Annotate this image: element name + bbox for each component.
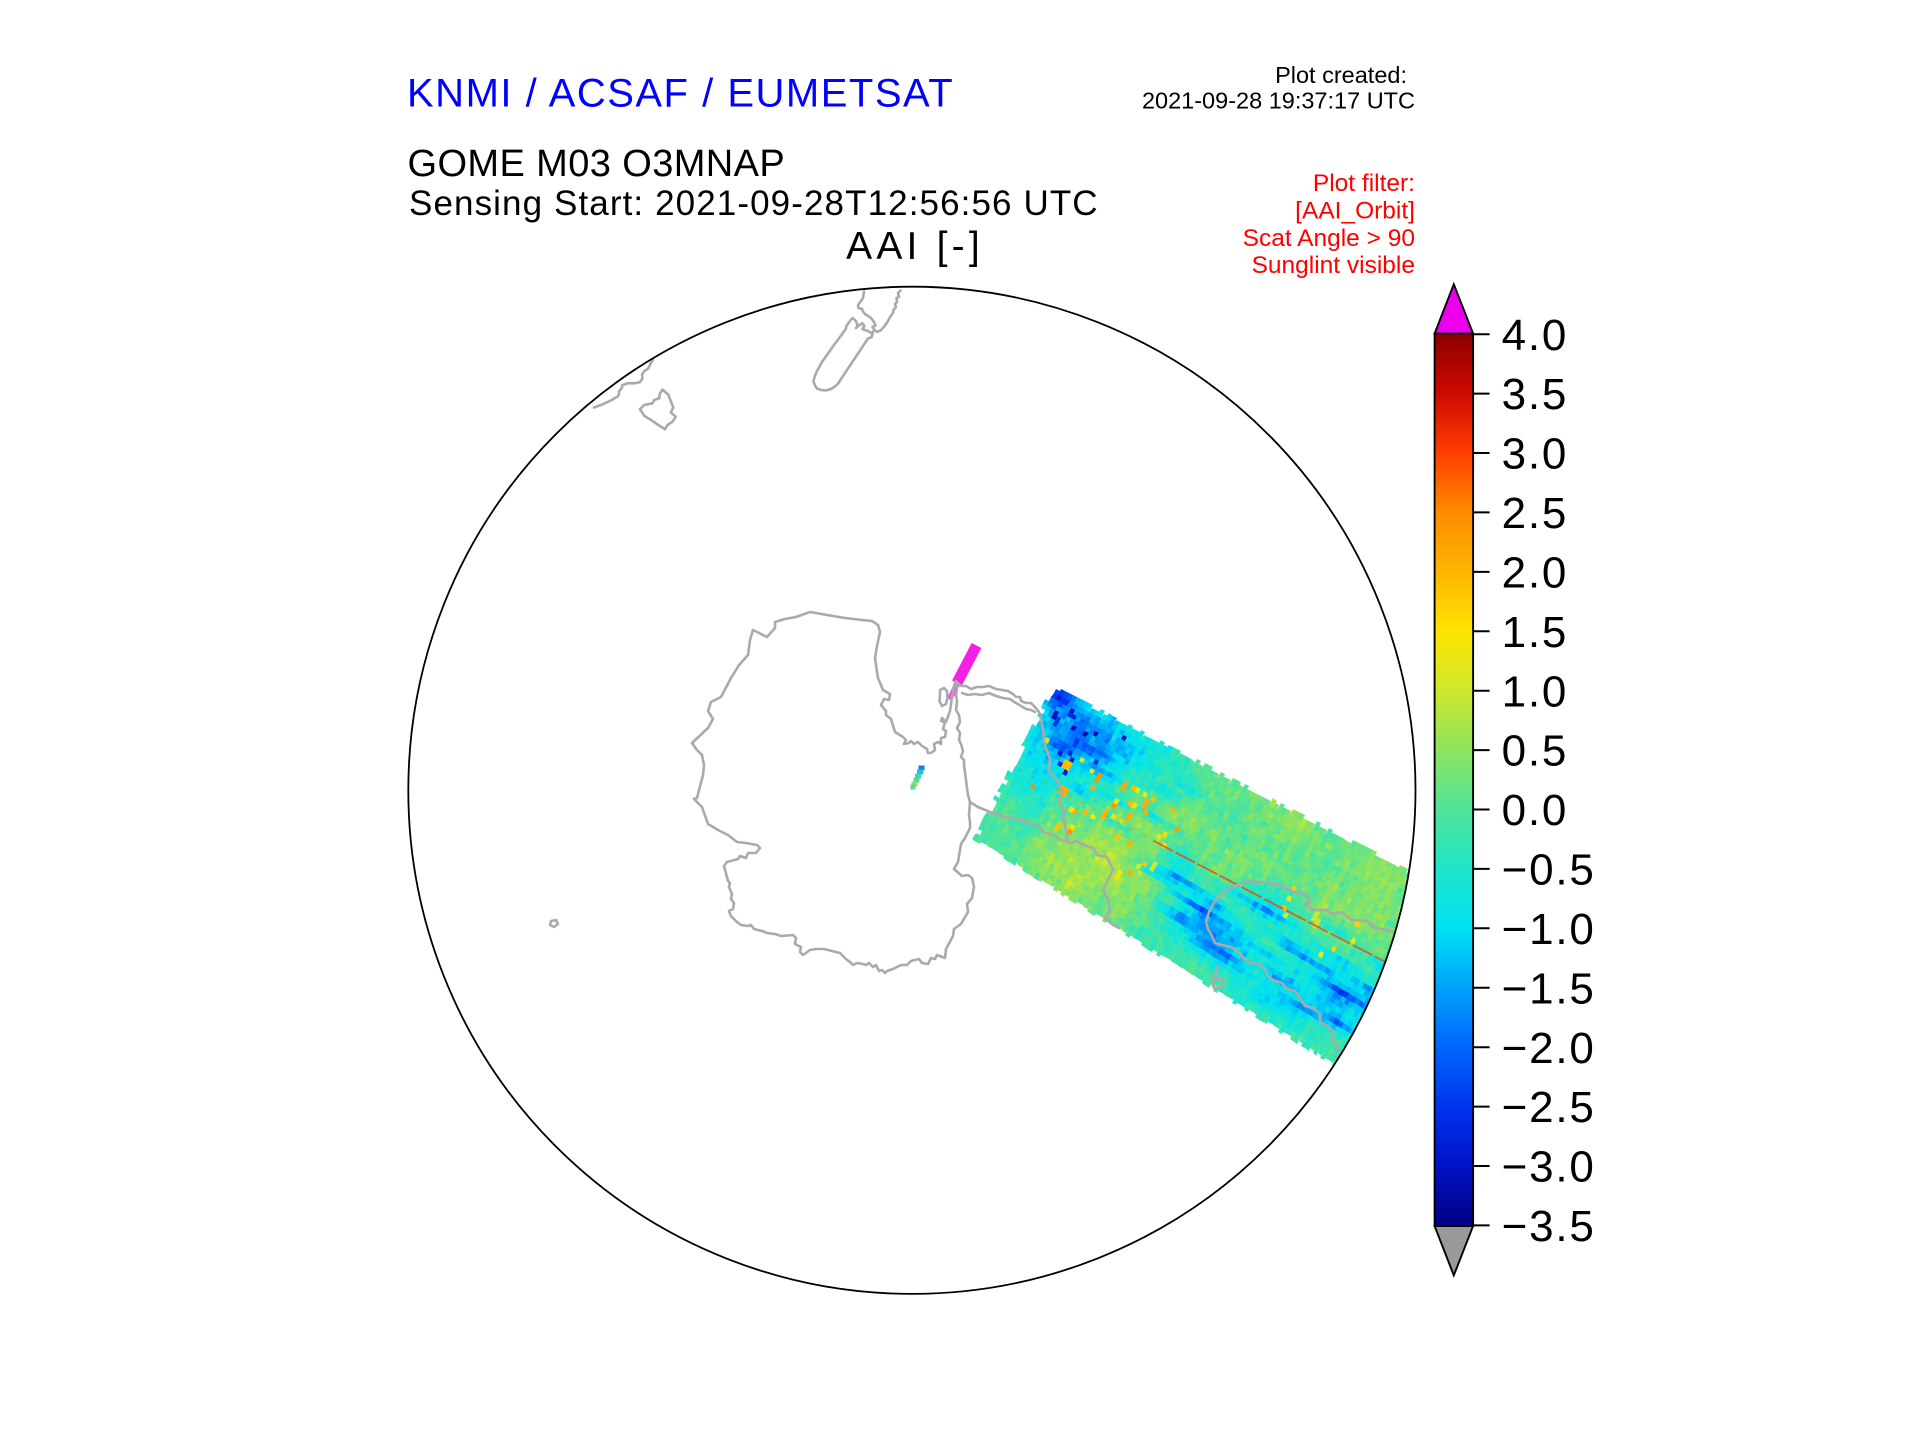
svg-text:3.5: 3.5 xyxy=(1502,370,1569,419)
svg-text:2021-09-28 19:37:17 UTC: 2021-09-28 19:37:17 UTC xyxy=(1142,88,1415,114)
svg-text:2.5: 2.5 xyxy=(1502,489,1569,538)
svg-text:Scat Angle > 90: Scat Angle > 90 xyxy=(1243,225,1415,252)
svg-text:[AAI_Orbit]: [AAI_Orbit] xyxy=(1295,197,1415,224)
svg-text:−1.0: −1.0 xyxy=(1502,905,1596,954)
svg-text:4.0: 4.0 xyxy=(1502,311,1569,360)
svg-text:−3.0: −3.0 xyxy=(1502,1143,1596,1192)
svg-text:−0.5: −0.5 xyxy=(1502,846,1596,895)
svg-text:−2.5: −2.5 xyxy=(1502,1083,1596,1132)
svg-text:Plot filter:: Plot filter: xyxy=(1313,170,1415,197)
svg-text:−1.5: −1.5 xyxy=(1502,964,1596,1013)
svg-text:1.0: 1.0 xyxy=(1502,667,1569,716)
svg-text:0.5: 0.5 xyxy=(1502,727,1569,776)
svg-text:GOME M03 O3MNAP: GOME M03 O3MNAP xyxy=(408,143,786,185)
svg-text:KNMI / ACSAF / EUMETSAT: KNMI / ACSAF / EUMETSAT xyxy=(407,72,954,116)
svg-text:3.0: 3.0 xyxy=(1502,430,1569,479)
svg-text:2.0: 2.0 xyxy=(1502,549,1569,598)
svg-text:0.0: 0.0 xyxy=(1502,786,1569,835)
svg-text:−3.5: −3.5 xyxy=(1502,1202,1596,1251)
svg-text:1.5: 1.5 xyxy=(1502,608,1569,657)
svg-text:Sensing Start: 2021-09-28T12:5: Sensing Start: 2021-09-28T12:56:56 UTC xyxy=(409,184,1099,223)
svg-text:Plot created:: Plot created: xyxy=(1275,62,1407,88)
svg-text:−2.0: −2.0 xyxy=(1502,1024,1596,1073)
svg-text:AAI [-]: AAI [-] xyxy=(846,225,984,268)
svg-text:Sunglint visible: Sunglint visible xyxy=(1252,252,1415,279)
